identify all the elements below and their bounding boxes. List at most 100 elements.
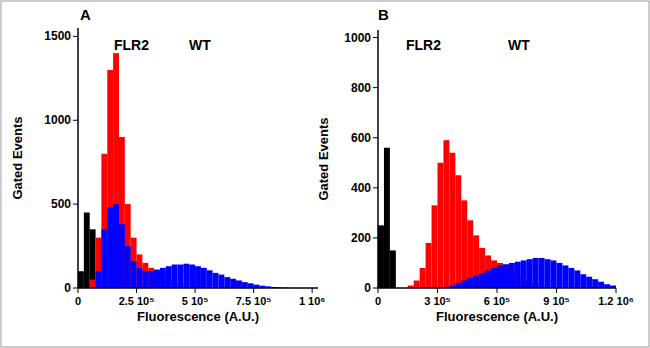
histograms (78, 53, 289, 288)
histogram-bar (242, 282, 248, 288)
series-label: FLR2 (114, 37, 149, 53)
histogram-bar (96, 271, 102, 288)
x-tick (253, 288, 254, 293)
histogram-bar (113, 204, 119, 288)
histogram-bar (101, 154, 107, 288)
histogram-series (78, 213, 96, 288)
histogram-bar (491, 260, 497, 288)
x-tick-label: 2.5 10⁵ (119, 295, 155, 307)
panel: 03 10⁵6 10⁵9 10⁵1.2 10⁶02004006008001000… (316, 6, 634, 324)
histogram-bar (236, 280, 242, 288)
x-tick (78, 288, 79, 293)
histogram-bar (107, 70, 113, 288)
histogram-bar (521, 260, 527, 288)
histogram-bar (142, 263, 148, 288)
histogram-bar (154, 270, 160, 288)
x-tick (312, 288, 313, 293)
histogram-bar (533, 258, 539, 288)
x-tick-label: 0 (75, 295, 81, 307)
y-tick-label: 0 (64, 281, 71, 295)
histogram-bar (84, 213, 90, 288)
histogram-bar (218, 275, 224, 288)
figure: 02.5 10⁵5 10⁵7.5 10⁵1 10⁶050010001500AFl… (0, 0, 650, 348)
y-tick-label: 800 (351, 81, 371, 95)
histogram-bar (148, 268, 154, 288)
histogram-bar (178, 265, 184, 288)
histogram-bar (166, 266, 172, 288)
y-tick-label: 200 (351, 231, 371, 245)
x-tick (378, 288, 379, 293)
histogram-bar (432, 205, 438, 288)
y-tick-label: 600 (351, 131, 371, 145)
y-tick-label: 400 (351, 181, 371, 195)
histogram-bar (224, 277, 230, 288)
histogram-bar (592, 279, 598, 288)
panel-label: B (378, 6, 389, 23)
x-tick (556, 288, 557, 293)
x-tick-label: 1.2 10⁶ (598, 295, 634, 307)
x-tick-label: 3 10⁵ (424, 295, 451, 307)
y-tick (73, 204, 78, 205)
histogram-bar (137, 254, 143, 288)
histogram-bar (473, 275, 479, 288)
histogram-bar (545, 259, 551, 288)
histograms (378, 140, 616, 288)
y-tick (373, 237, 378, 238)
histogram-series (90, 53, 184, 288)
histogram-bar (479, 273, 485, 288)
histogram-bar (551, 260, 557, 288)
x-tick-label: 0 (375, 295, 381, 307)
histogram-bar (390, 250, 396, 288)
histogram-bar (142, 271, 148, 288)
histogram-bar (455, 283, 461, 288)
histogram-bar (485, 270, 491, 288)
histogram-bar (78, 271, 84, 288)
histogram-bar (125, 246, 131, 288)
histogram-bar (473, 235, 479, 288)
y-tick (73, 120, 78, 121)
series-label: WT (508, 37, 530, 53)
histogram-bar (207, 270, 213, 288)
x-tick-label: 7.5 10⁵ (236, 295, 272, 307)
x-tick (136, 288, 137, 293)
x-tick (195, 288, 196, 293)
series-label: FLR2 (406, 37, 441, 53)
histogram-bar (503, 264, 509, 288)
histogram-series (408, 140, 545, 288)
histogram-bar (491, 268, 497, 288)
histogram-bar (527, 259, 533, 288)
histogram-bar (509, 263, 515, 288)
x-tick-label: 9 10⁵ (543, 295, 570, 307)
histogram-bar (378, 225, 384, 288)
histogram-bar (195, 266, 201, 288)
panel-label: A (80, 6, 91, 23)
y-tick (373, 37, 378, 38)
histogram-bar (414, 280, 420, 288)
y-tick (373, 187, 378, 188)
y-tick (73, 288, 78, 289)
histogram-bar (515, 262, 521, 288)
histogram-bar (455, 175, 461, 288)
y-axis (377, 30, 379, 288)
y-axis-label: Gated Events (10, 116, 25, 199)
histogram-bar (449, 153, 455, 288)
histogram-bar (90, 229, 96, 288)
histogram-bar (438, 163, 444, 288)
y-tick (73, 36, 78, 37)
histogram-bar (467, 220, 473, 288)
histogram-bar (598, 282, 604, 288)
y-tick-label: 1500 (44, 29, 71, 43)
histogram-bar (101, 229, 107, 288)
histogram-bar (119, 224, 125, 288)
histogram-bar (562, 265, 568, 288)
x-axis-label: Fluorescence (A.U.) (137, 309, 259, 324)
histogram-bar (497, 263, 503, 288)
histogram-bar (160, 268, 166, 288)
series-label: WT (189, 37, 211, 53)
histogram-bar (485, 255, 491, 288)
histogram-bar (557, 263, 563, 288)
y-tick-label: 500 (51, 197, 71, 211)
histogram-bar (119, 137, 125, 288)
histogram-bar (467, 278, 473, 288)
histogram-bar (131, 238, 137, 288)
